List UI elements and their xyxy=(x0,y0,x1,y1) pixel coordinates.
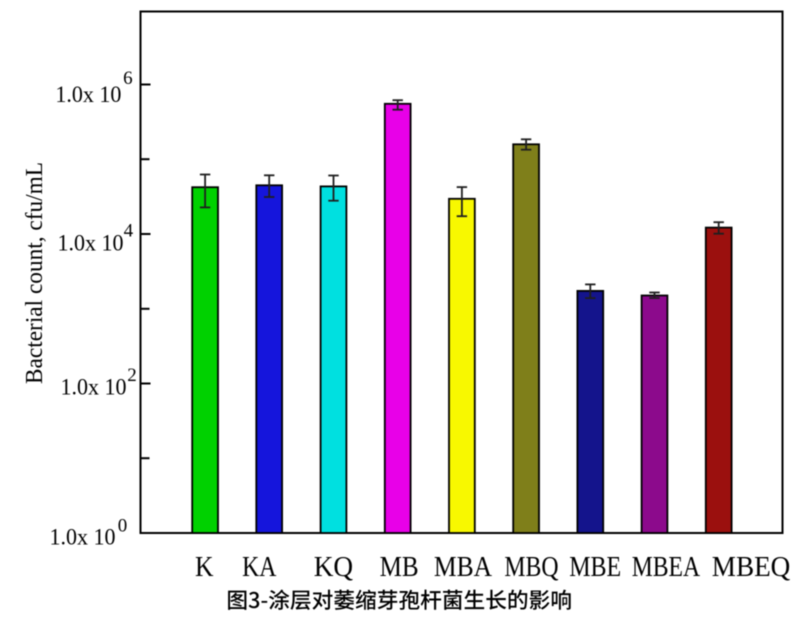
svg-text:MBE: MBE xyxy=(569,551,621,583)
svg-text:Bacterial count, cfu/mL: Bacterial count, cfu/mL xyxy=(22,162,48,384)
svg-text:4: 4 xyxy=(124,220,134,241)
svg-text:1.0x 10: 1.0x 10 xyxy=(61,374,127,399)
svg-text:2: 2 xyxy=(127,365,137,386)
svg-text:MBA: MBA xyxy=(434,551,492,583)
svg-text:0: 0 xyxy=(118,516,128,537)
svg-text:MBEA: MBEA xyxy=(632,551,700,583)
svg-text:1.0x 10: 1.0x 10 xyxy=(58,230,124,255)
svg-text:MBEQ: MBEQ xyxy=(712,551,791,583)
svg-text:KQ: KQ xyxy=(314,551,353,583)
svg-text:MBQ: MBQ xyxy=(504,551,558,583)
svg-text:KA: KA xyxy=(242,551,276,583)
svg-text:MB: MB xyxy=(380,551,419,583)
svg-text:1.0x 10: 1.0x 10 xyxy=(55,82,121,107)
svg-text:K: K xyxy=(195,551,214,583)
svg-text:6: 6 xyxy=(123,68,133,89)
svg-text:1.0x 10: 1.0x 10 xyxy=(50,524,116,549)
